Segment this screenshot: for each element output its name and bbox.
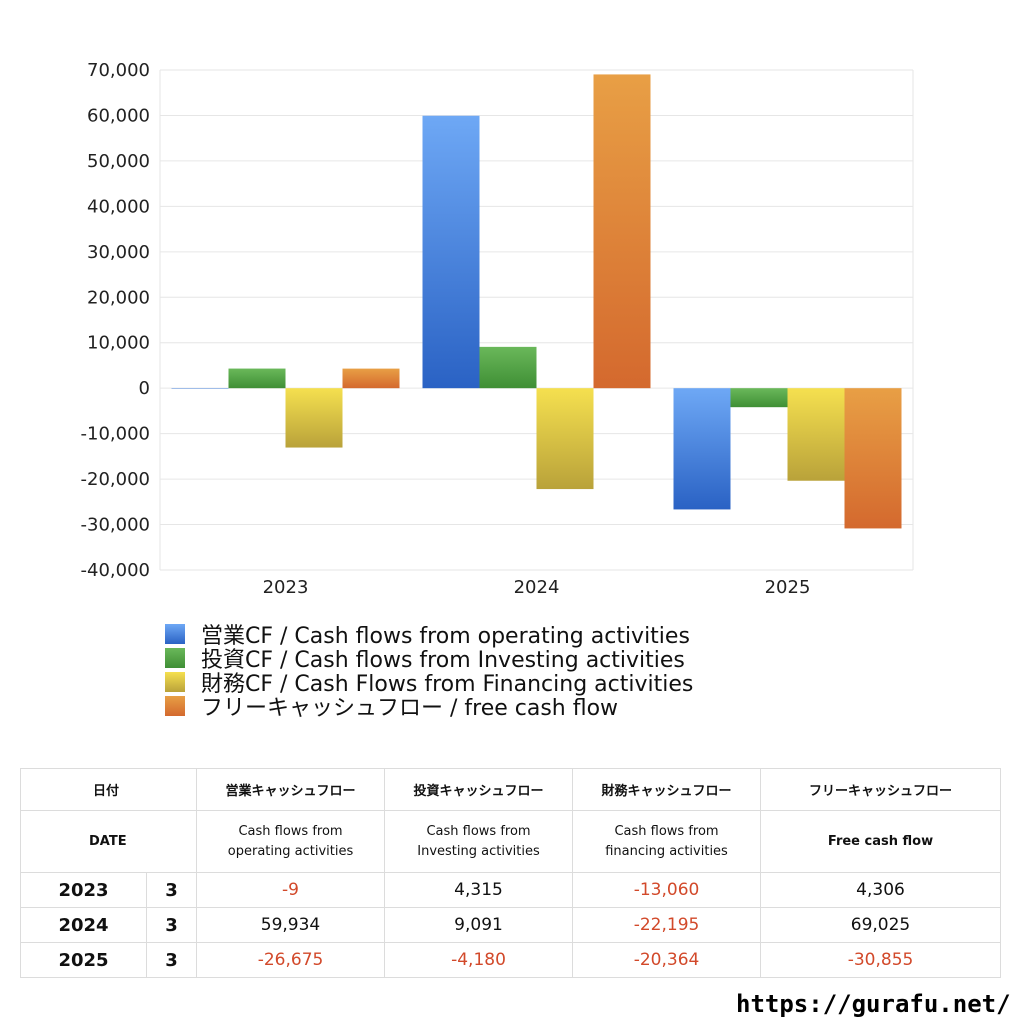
y-tick-label: -40,000	[81, 560, 150, 581]
legend-item-operating: 営業CF / Cash flows from operating activit…	[165, 622, 693, 649]
y-axis-ticks: 70,000 60,000 50,000 40,000 30,000 20,000 10,0…	[81, 60, 150, 581]
site-url[interactable]: https://gurafu.net/	[736, 990, 1011, 1018]
bar-2025-s0	[673, 388, 731, 510]
y-tick-label: 0	[139, 378, 150, 399]
legend-label: 営業CF / Cash flows from operating activit…	[201, 624, 690, 649]
legend-item-free: フリーキャッシュフロー / free cash flow	[165, 694, 693, 721]
legend-label: 投資CF / Cash flows from Investing activit…	[201, 648, 685, 673]
bar-2023-s0	[171, 388, 229, 389]
bar-2023-s3	[342, 368, 400, 389]
header-investing-jp: 投資キャッシュフロー	[384, 768, 574, 811]
cell-investing: 9,091	[384, 907, 574, 943]
y-tick-label: -30,000	[81, 515, 150, 536]
y-tick-label: 20,000	[87, 287, 150, 308]
bar-2025-s2	[787, 388, 845, 481]
header-date-jp: 日付	[19, 768, 198, 811]
row-year: 2025	[20, 942, 147, 978]
table-row: 2023 3 -9 4,315 -13,060 4,306	[20, 872, 1002, 908]
cell-financing: -20,364	[572, 942, 762, 978]
bar-2025-s1	[730, 388, 788, 408]
row-year: 2023	[20, 872, 147, 908]
header-operating-jp: 営業キャッシュフロー	[196, 768, 386, 811]
row-year: 2024	[20, 907, 147, 943]
legend-swatch-financing	[165, 672, 185, 692]
x-tick-label: 2025	[765, 577, 811, 598]
cell-investing: 4,315	[384, 872, 574, 908]
table-header-en: DATE Cash flows from operating activitie…	[19, 810, 1002, 873]
y-tick-label: 60,000	[87, 105, 150, 126]
cell-free: 69,025	[760, 907, 1002, 943]
legend: 営業CF / Cash flows from operating activit…	[165, 622, 693, 721]
legend-label: フリーキャッシュフロー / free cash flow	[201, 696, 619, 721]
cell-operating: -9	[196, 872, 386, 908]
legend-item-investing: 投資CF / Cash flows from Investing activit…	[165, 646, 693, 673]
row-month: 3	[145, 907, 198, 943]
legend-swatch-investing	[165, 648, 185, 668]
header-investing-en: Cash flows from Investing activities	[384, 810, 574, 873]
y-tick-label: 40,000	[87, 196, 150, 217]
bar-2025-s3	[844, 388, 902, 529]
table-row: 2024 3 59,934 9,091 -22,195 69,025	[20, 907, 1002, 943]
header-free-jp: フリーキャッシュフロー	[760, 768, 1002, 811]
y-tick-label: 70,000	[87, 60, 150, 81]
row-month: 3	[145, 942, 198, 978]
cell-financing: -13,060	[572, 872, 762, 908]
legend-label: 財務CF / Cash Flows from Financing activit…	[201, 672, 694, 697]
cell-free: -30,855	[760, 942, 1002, 978]
bar-2024-s1	[479, 346, 537, 389]
table-row: 2025 3 -26,675 -4,180 -20,364 -30,855	[20, 942, 1002, 978]
header-operating-en: Cash flows from operating activities	[196, 810, 386, 873]
legend-swatch-operating	[165, 624, 185, 644]
cell-operating: -26,675	[196, 942, 386, 978]
cash-flow-chart: 70,000 60,000 50,000 40,000 30,000 20,000 10,0…	[81, 60, 914, 598]
row-month: 3	[145, 872, 198, 908]
y-tick-label: 10,000	[87, 333, 150, 354]
header-financing-jp: 財務キャッシュフロー	[572, 768, 762, 811]
y-tick-label: 50,000	[87, 151, 150, 172]
cell-operating: 59,934	[196, 907, 386, 943]
bar-2024-s3	[593, 74, 651, 389]
bar-2024-s0	[422, 115, 480, 389]
x-axis-ticks: 2023 2024 2025	[263, 577, 811, 598]
header-date-en: DATE	[19, 810, 198, 873]
bar-2023-s1	[228, 368, 286, 389]
cell-financing: -22,195	[572, 907, 762, 943]
bar-2024-s2	[536, 388, 594, 490]
cell-free: 4,306	[760, 872, 1002, 908]
y-tick-label: 30,000	[87, 242, 150, 263]
bar-2023-s2	[285, 388, 343, 448]
y-tick-label: -10,000	[81, 424, 150, 445]
header-free-en: Free cash flow	[760, 810, 1002, 873]
x-tick-label: 2023	[263, 577, 309, 598]
cell-investing: -4,180	[384, 942, 574, 978]
legend-swatch-free	[165, 696, 185, 716]
legend-item-financing: 財務CF / Cash Flows from Financing activit…	[165, 670, 693, 697]
bars	[171, 74, 902, 529]
cash-flow-table: 日付 営業キャッシュフロー 投資キャッシュフロー 財務キャッシュフロー フリーキ…	[19, 768, 1002, 978]
grid-lines	[159, 69, 914, 571]
y-tick-label: -20,000	[81, 469, 150, 490]
x-tick-label: 2024	[514, 577, 560, 598]
table-header-jp: 日付 営業キャッシュフロー 投資キャッシュフロー 財務キャッシュフロー フリーキ…	[19, 768, 1002, 811]
header-financing-en: Cash flows from financing activities	[572, 810, 762, 873]
